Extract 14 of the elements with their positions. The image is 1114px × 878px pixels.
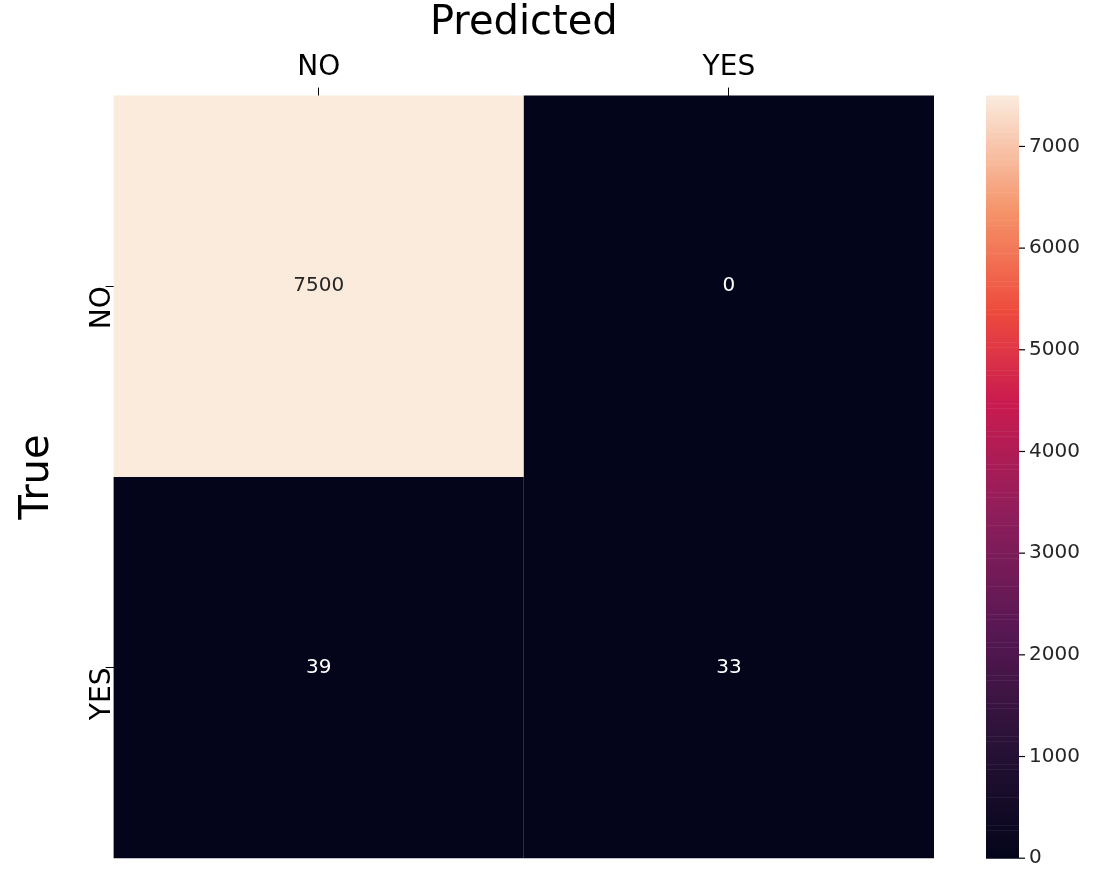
data-label: 39	[305, 653, 332, 678]
data-label: 33	[716, 653, 742, 678]
y-axis-title: True	[11, 434, 58, 521]
color-bar-label: 5000	[1029, 336, 1080, 360]
color-bar-label: 0	[1029, 844, 1042, 869]
color-bar-label: 4000	[1029, 437, 1080, 462]
color-bar-label: 7000	[1029, 132, 1080, 157]
color-bar-label: 3000	[1029, 539, 1080, 564]
color-bar-label: 2000	[1029, 641, 1080, 666]
x-axis-title: Predicted	[429, 0, 618, 44]
data-label: 7500	[293, 272, 345, 297]
color-bar-label: 6000	[1029, 234, 1080, 259]
data-label: 0	[722, 272, 736, 297]
color-bar-label: 1000	[1029, 742, 1080, 767]
